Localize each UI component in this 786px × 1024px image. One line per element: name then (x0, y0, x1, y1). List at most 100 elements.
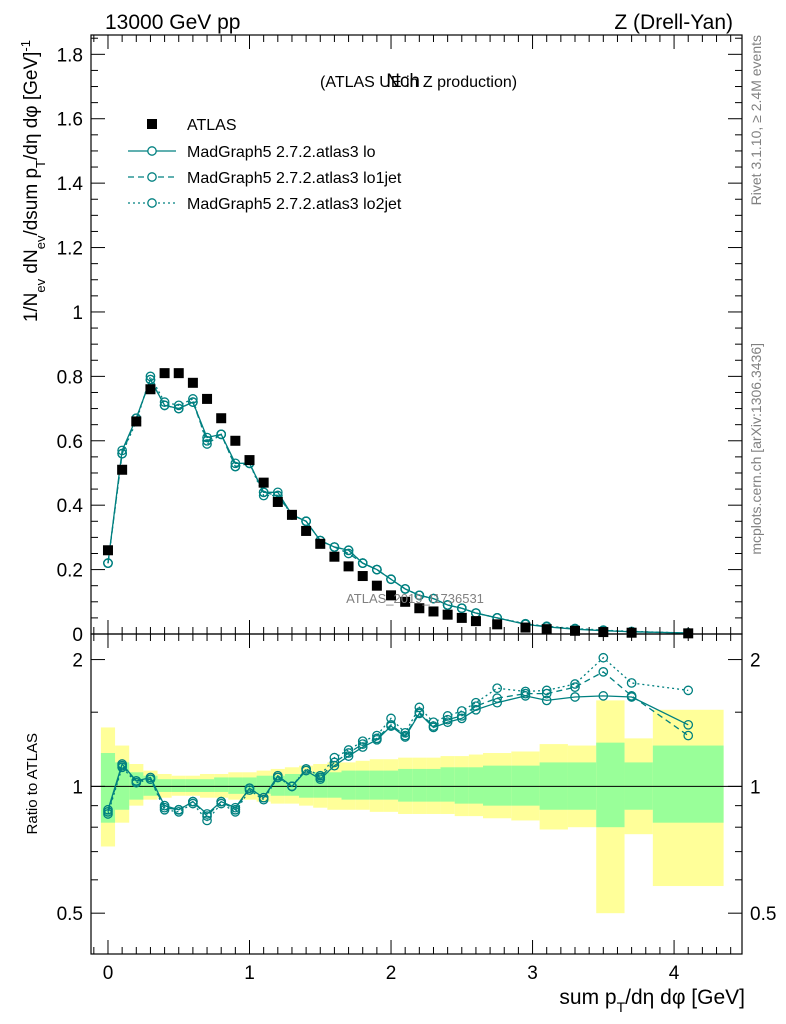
plot-title: Nch (386, 71, 420, 92)
x-axis-label: sum pT/dη dφ [GeV] (559, 986, 745, 1015)
uncertainty-band-inner (299, 773, 314, 798)
main-y-tick-label: 0 (72, 625, 83, 646)
ratio-series-point-3 (428, 717, 439, 728)
ratio-series-point-3 (301, 764, 311, 774)
uncertainty-band-inner (468, 767, 484, 804)
main-y-tick-label: 1.4 (57, 174, 84, 195)
main-series-line-2 (107, 378, 689, 634)
main-y-tick-label: 1.2 (57, 239, 83, 260)
main-y-tick-label: 0.4 (57, 496, 84, 517)
atlas-data-point (286, 509, 297, 520)
main-y-tick-label: 0.6 (57, 432, 83, 453)
main-series-point-3 (230, 461, 241, 472)
main-plot: 0 0.2 0.4 0.6 0.8 1 1.2 1.4 1.6 1.8 ATLAS MadGraph5… (57, 34, 743, 646)
ratio-series-point-2 (372, 733, 382, 744)
atlas-data-point (187, 377, 198, 388)
ratio-y-tick-label-right: 0.5 (750, 904, 776, 925)
uncertainty-band-inner (199, 779, 215, 792)
x-tick-label: 0 (103, 963, 114, 984)
ratio-series-point-3 (598, 652, 609, 663)
atlas-data-point (173, 368, 184, 379)
atlas-data-point (442, 609, 453, 620)
main-series-point-2 (258, 487, 269, 498)
atlas-data-point (400, 596, 411, 607)
ratio-series-line-3 (107, 656, 689, 822)
uncertainty-band-inner (185, 779, 200, 792)
atlas-data-point (230, 435, 241, 446)
ratio-series-point-3 (400, 727, 411, 738)
legend-label: MadGraph5 2.7.2.atlas3 lo (187, 144, 376, 161)
main-series-point-3 (159, 397, 170, 407)
main-series-point-2 (145, 374, 156, 385)
atlas-data-point (492, 619, 503, 630)
uncertainty-band-inner (483, 765, 512, 806)
ratio-series-point-3 (456, 706, 467, 716)
ratio-series-point-3 (244, 785, 255, 795)
ratio-series-point-3 (230, 806, 241, 817)
main-y-tick-label: 1.8 (57, 45, 83, 66)
main-series-point-1 (230, 458, 241, 469)
atlas-data-point (329, 551, 340, 562)
ratio-y-axis-label: Ratio to ATLAS (24, 733, 41, 834)
legend-marker-1 (147, 146, 157, 156)
ratio-series-point-3 (272, 772, 283, 783)
uncertainty-band-inner (327, 772, 342, 798)
ratio-series-point-2 (492, 693, 503, 703)
side-text-upper: Rivet 3.1.10, ≥ 2.4M events (748, 35, 764, 205)
ratio-series-point-2 (471, 701, 481, 712)
main-series-point-3 (414, 590, 425, 601)
atlas-data-point (470, 616, 481, 627)
ratio-series-point-3 (258, 794, 269, 805)
ratio-series-point-3 (287, 781, 297, 792)
atlas-data-point (159, 368, 170, 379)
ratio-series-point-3 (414, 702, 425, 713)
ratio-series-point-2 (683, 730, 694, 741)
main-series-point-3 (103, 558, 113, 569)
uncertainty-band-inner (652, 745, 724, 823)
legend-label: MadGraph5 2.7.2.atlas3 lo2jet (187, 196, 402, 213)
atlas-data-point (414, 603, 425, 614)
ratio-plot-frame (90, 633, 743, 955)
uncertainty-band-inner (369, 770, 384, 800)
ratio-series-point-2 (626, 691, 637, 701)
main-series-point-3 (456, 603, 467, 614)
ratio-y-tick-label-left: 1 (72, 777, 83, 798)
ratio-series-point-3 (372, 730, 382, 741)
uncertainty-band-inner (412, 768, 427, 802)
atlas-data-point (428, 606, 439, 617)
ratio-y-tick-label-right: 2 (750, 651, 761, 672)
ratio-series-point-2 (400, 730, 411, 741)
ratio-series-point-3 (541, 685, 552, 696)
ratio-series-point-3 (117, 762, 127, 773)
ratio-series-point-3 (188, 798, 198, 809)
main-series-point-3 (442, 600, 453, 610)
uncertainty-band-inner (383, 770, 399, 800)
atlas-data-point (102, 545, 113, 556)
ratio-series-point-2 (343, 748, 354, 758)
legend-marker-atlas (147, 119, 157, 129)
uncertainty-band-inner (440, 767, 455, 802)
plot-subtitle: (ATLAS UE in Z production) (320, 74, 517, 91)
main-series-point-3 (301, 516, 311, 527)
ratio-series-point-3 (386, 713, 396, 724)
main-y-tick-label: 1.6 (57, 110, 83, 131)
uncertainty-band-inner (284, 773, 300, 796)
ratio-series-point-3 (343, 745, 354, 755)
atlas-data-point (131, 416, 142, 427)
atlas-data-point (145, 384, 156, 395)
x-tick-label: 2 (386, 963, 397, 984)
legend: ATLAS MadGraph5 2.7.2.atlas3 lo MadGraph5 … (128, 117, 402, 213)
ratio-series-point-3 (683, 685, 694, 696)
main-series-point-3 (173, 400, 184, 411)
uncertainty-band-inner (100, 753, 116, 823)
main-y-tick-label: 1 (72, 303, 83, 324)
atlas-data-point (315, 538, 326, 549)
atlas-data-point (371, 580, 382, 591)
atlas-data-point (343, 561, 354, 572)
x-tick-label: 4 (669, 963, 680, 984)
ratio-series-point-1 (343, 751, 354, 761)
uncertainty-band-inner (596, 742, 625, 828)
atlas-data-point (520, 622, 531, 633)
ratio-series-line-2 (107, 671, 689, 818)
uncertainty-band-inner (511, 765, 540, 806)
